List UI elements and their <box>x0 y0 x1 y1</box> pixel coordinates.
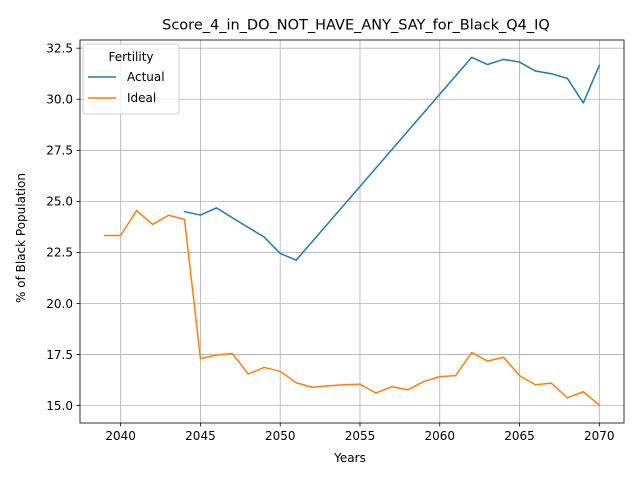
y-tick-label: 25.0 <box>46 195 73 209</box>
y-tick-label: 30.0 <box>46 93 73 107</box>
y-tick-label: 17.5 <box>46 348 73 362</box>
x-axis: 2040 2045 2050 2055 2060 2065 2070 <box>105 423 615 443</box>
legend-label-ideal: Ideal <box>127 91 156 105</box>
x-tick-label: 2060 <box>424 429 455 443</box>
x-tick-label: 2040 <box>105 429 136 443</box>
x-tick-label: 2065 <box>504 429 535 443</box>
y-tick-label: 20.0 <box>46 297 73 311</box>
y-tick-label: 32.5 <box>46 41 73 55</box>
x-tick-label: 2050 <box>265 429 296 443</box>
legend-label-actual: Actual <box>127 70 165 84</box>
x-tick-label: 2070 <box>584 429 615 443</box>
y-axis: 15.0 17.5 20.0 22.5 25.0 27.5 30.0 32.5 <box>46 41 80 413</box>
x-tick-label: 2045 <box>185 429 216 443</box>
legend-title: Fertility <box>108 50 153 64</box>
series-layer <box>103 56 601 407</box>
y-tick-label: 15.0 <box>46 399 73 413</box>
plot-frame <box>79 39 625 424</box>
y-tick-label: 22.5 <box>46 246 73 260</box>
y-tick-label: 27.5 <box>46 144 73 158</box>
series-line-actual <box>183 56 601 261</box>
x-axis-label: Years <box>333 451 366 465</box>
legend-box <box>82 43 180 115</box>
grid-lines <box>80 40 624 423</box>
chart-title: Score_4_in_DO_NOT_HAVE_ANY_SAY_for_Black… <box>162 18 550 34</box>
y-axis-label: % of Black Population <box>14 173 28 303</box>
legend: Fertility Actual Ideal <box>82 43 180 115</box>
series-line-ideal <box>103 209 601 407</box>
x-tick-label: 2055 <box>345 429 376 443</box>
